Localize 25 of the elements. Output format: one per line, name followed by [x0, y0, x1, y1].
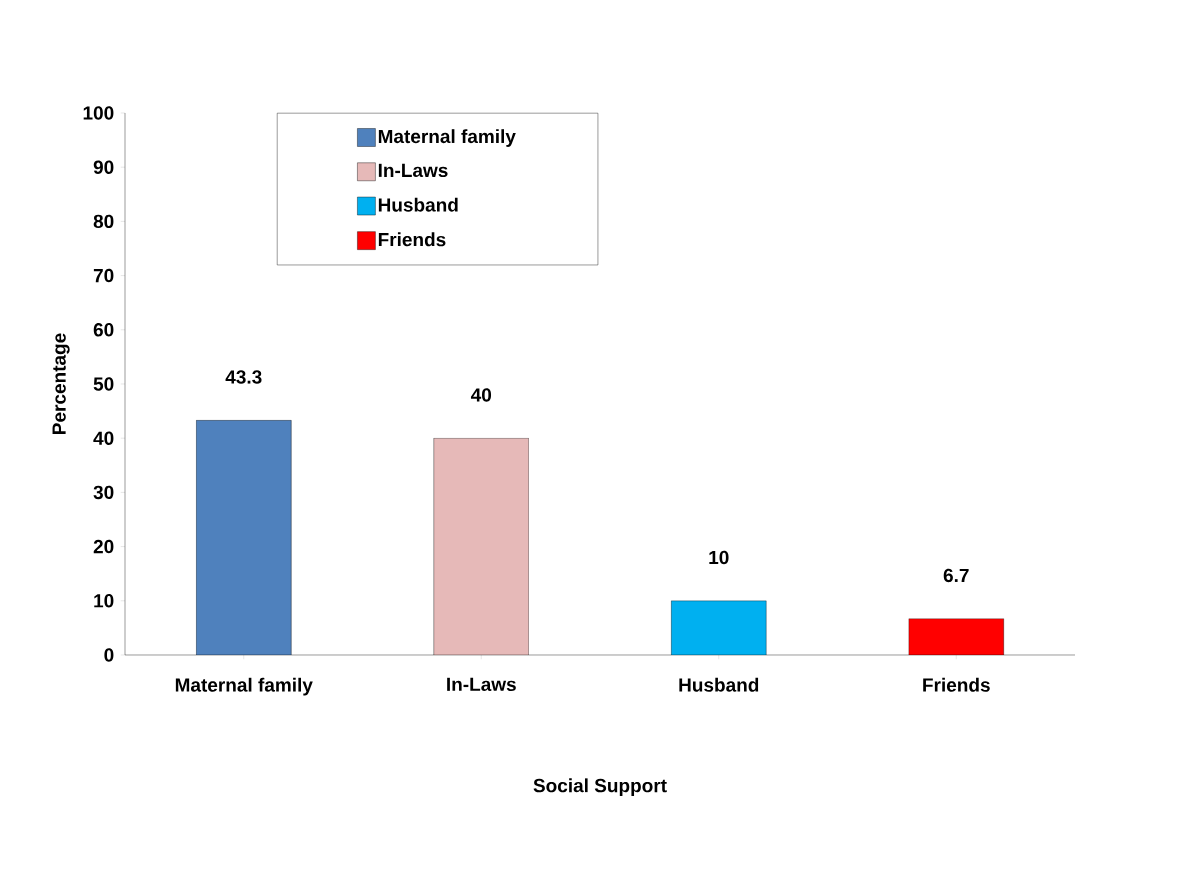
y-tick-label: 100 [83, 106, 114, 120]
x-tick-label: Maternal family [175, 677, 313, 696]
y-tick-label: 10 [94, 594, 114, 608]
x-axis-title: Social Support [533, 778, 667, 797]
data-label: 43.3 [225, 370, 262, 384]
y-tick-label: 80 [93, 214, 114, 229]
legend-label: Maternal family [378, 129, 516, 147]
x-tick-label: Friends [923, 677, 990, 692]
x-tick-label: In-Laws [447, 677, 516, 692]
y-tick-label: 20 [93, 539, 114, 554]
legend-label: Friends [378, 232, 446, 247]
legend-label: In-Laws [378, 163, 448, 178]
data-label: 6.7 [943, 568, 969, 583]
legend-label: Husband [378, 197, 458, 212]
data-label: 40 [470, 388, 492, 402]
y-tick-label: 40 [93, 431, 114, 445]
y-tick-label: 0 [104, 648, 114, 662]
data-label: 10 [709, 550, 729, 565]
y-tick-label: 60 [93, 323, 114, 337]
y-axis-title: Percentage [52, 333, 70, 434]
y-tick-label: 90 [93, 160, 114, 174]
y-tick-label: 30 [93, 485, 114, 500]
x-tick-label: Husband [679, 677, 759, 692]
y-tick-label: 50 [93, 377, 114, 391]
y-tick-label: 70 [93, 268, 114, 283]
